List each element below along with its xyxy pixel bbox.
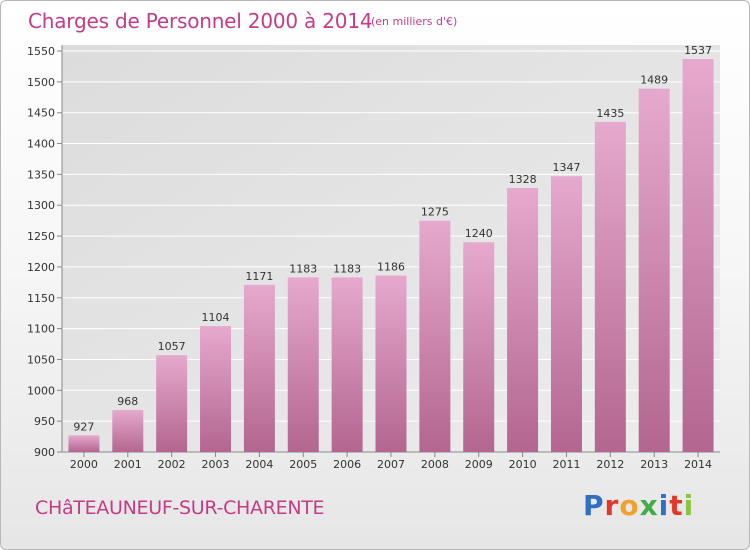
x-tick-label-2013: 2013	[640, 458, 668, 471]
bar-2014	[682, 59, 714, 453]
bar-2004	[243, 284, 275, 452]
bar-2006	[331, 277, 363, 452]
bar-2000	[68, 435, 100, 452]
x-tick-label-2010: 2010	[509, 458, 537, 471]
bar-2002	[156, 355, 188, 452]
data-label-2006: 1183	[333, 262, 361, 275]
x-tick-label-2014: 2014	[684, 458, 712, 471]
bar-2012	[594, 121, 626, 452]
x-tick-label-2001: 2001	[114, 458, 142, 471]
y-tick-label: 1100	[27, 323, 55, 336]
y-tick-label: 1350	[27, 168, 55, 181]
x-tick-label-2002: 2002	[158, 458, 186, 471]
y-tick-label: 1400	[27, 138, 55, 151]
bar-2001	[112, 410, 144, 452]
bar-2003	[200, 326, 232, 452]
y-tick-label: 1250	[27, 230, 55, 243]
data-label-2004: 1171	[245, 270, 273, 283]
data-label-2011: 1347	[552, 161, 580, 174]
y-tick-label: 1500	[27, 76, 55, 89]
bar-2011	[550, 176, 582, 452]
x-tick-label-2011: 2011	[552, 458, 580, 471]
y-tick-label: 1200	[27, 261, 55, 274]
x-tick-label-2006: 2006	[333, 458, 361, 471]
y-tick-label: 900	[34, 446, 55, 459]
bar-2013	[638, 88, 670, 452]
y-tick-label: 1000	[27, 384, 55, 397]
data-label-2013: 1489	[640, 74, 668, 87]
y-tick-label: 1050	[27, 353, 55, 366]
data-label-2001: 968	[117, 395, 138, 408]
bars	[68, 59, 714, 453]
bar-2010	[507, 187, 539, 453]
data-label-2007: 1186	[377, 261, 405, 274]
data-label-2012: 1435	[596, 107, 624, 120]
y-tick-label: 1150	[27, 292, 55, 305]
x-axis: 2000 2001 2002 2003 2004 2005 2006 2007 2008 2009…	[70, 452, 712, 471]
y-tick-label: 1300	[27, 199, 55, 212]
x-tick-label-2004: 2004	[245, 458, 273, 471]
y-tick-label: 950	[34, 415, 55, 428]
data-label-2002: 1057	[158, 340, 186, 353]
data-label-2005: 1183	[289, 262, 317, 275]
chart-unit: (en milliers d'€)	[371, 15, 458, 28]
data-label-2010: 1328	[509, 173, 537, 186]
x-tick-label-2008: 2008	[421, 458, 449, 471]
proxiti-logo[interactable]: Proxiti	[583, 489, 695, 522]
commune-name: CHâTEAUNEUF-SUR-CHARENTE	[35, 497, 325, 519]
y-tick-label: 1550	[27, 45, 55, 58]
bar-2009	[463, 242, 495, 452]
x-tick-label-2007: 2007	[377, 458, 405, 471]
bar-2005	[287, 277, 319, 452]
data-labels: 927 968 1057 1104 1171 1183 1183 1186 1275 1240 13…	[73, 44, 712, 433]
bar-2008	[419, 220, 451, 452]
chart-title: Charges de Personnel 2000 à 2014	[28, 9, 373, 33]
x-tick-label-2012: 2012	[596, 458, 624, 471]
x-tick-label-2000: 2000	[70, 458, 98, 471]
data-label-2008: 1275	[421, 206, 449, 219]
x-tick-label-2005: 2005	[289, 458, 317, 471]
data-label-2009: 1240	[465, 227, 493, 240]
data-label-2003: 1104	[202, 311, 230, 324]
data-label-2000: 927	[73, 420, 94, 433]
bar-2007	[375, 275, 407, 452]
x-tick-label-2009: 2009	[465, 458, 493, 471]
x-tick-label-2003: 2003	[202, 458, 230, 471]
data-label-2014: 1537	[684, 44, 712, 57]
y-tick-label: 1450	[27, 107, 55, 120]
